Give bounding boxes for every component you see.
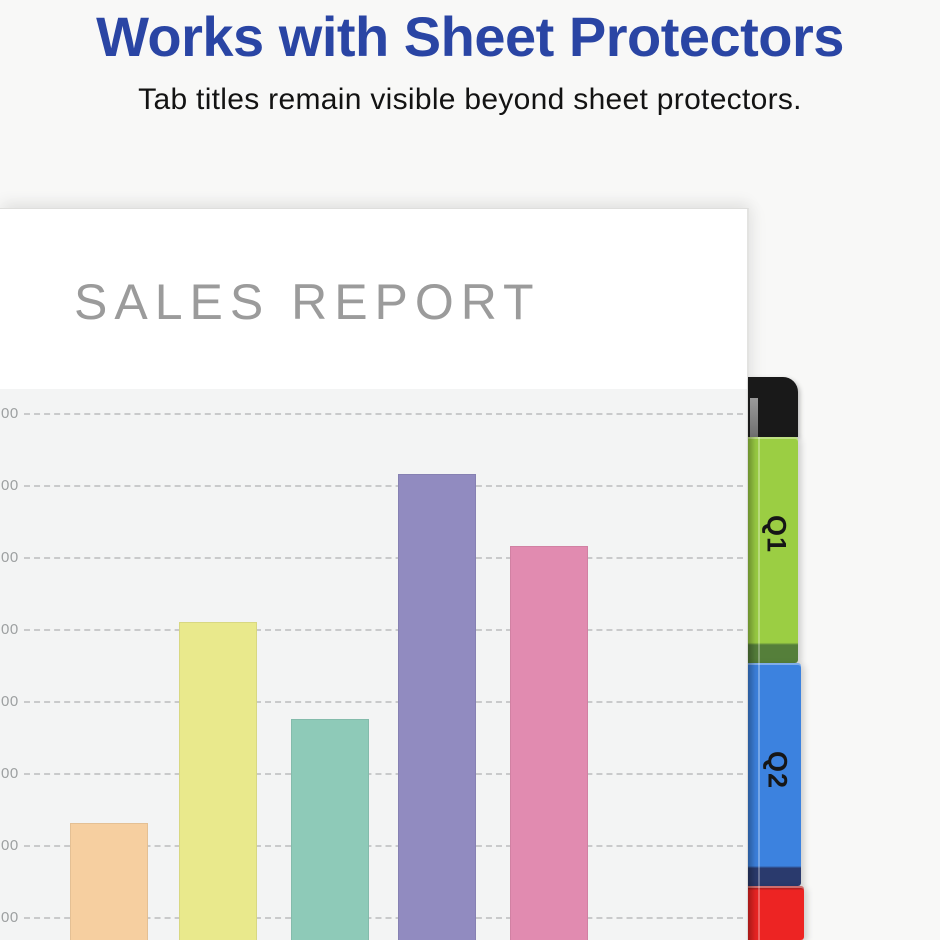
subheadline: Tab titles remain visible beyond sheet p… — [138, 83, 802, 116]
bar — [179, 622, 257, 940]
tab-q1: Q1 — [748, 437, 798, 663]
tab-q2-label: Q2 — [762, 751, 793, 790]
headline: Works with Sheet Protectors — [96, 5, 844, 68]
y-tick-label: 00 — [1, 621, 19, 639]
y-tick-label: 00 — [1, 693, 19, 711]
gridline — [24, 629, 743, 631]
tab-q2: Q2 — [748, 663, 801, 886]
gridline — [24, 413, 743, 415]
gridline — [24, 485, 743, 487]
binder-slot — [750, 398, 758, 437]
report-sheet: SALES REPORT 00 00 00 00 00 00 00 00 — [0, 208, 749, 940]
report-title-band: SALES REPORT — [0, 209, 747, 389]
gridline — [24, 845, 743, 847]
gridline — [24, 701, 743, 703]
report-title: SALES REPORT — [74, 274, 541, 330]
y-tick-label: 00 — [1, 909, 19, 927]
bar — [291, 719, 369, 940]
binder-spine — [748, 377, 798, 437]
bar — [70, 823, 148, 940]
gridline — [24, 773, 743, 775]
y-tick-label: 00 — [1, 837, 19, 855]
y-tick-label: 00 — [1, 477, 19, 495]
bar — [510, 546, 588, 940]
tab-q1-label: Q1 — [761, 515, 791, 554]
bar — [398, 474, 476, 940]
y-tick-label: 00 — [1, 405, 19, 423]
gridline — [24, 557, 743, 559]
bar-chart: 00 00 00 00 00 00 00 00 — [0, 389, 747, 940]
y-tick-label: 00 — [1, 765, 19, 783]
gridline — [24, 917, 743, 919]
y-tick-label: 00 — [1, 549, 19, 567]
tab-red — [748, 886, 804, 940]
